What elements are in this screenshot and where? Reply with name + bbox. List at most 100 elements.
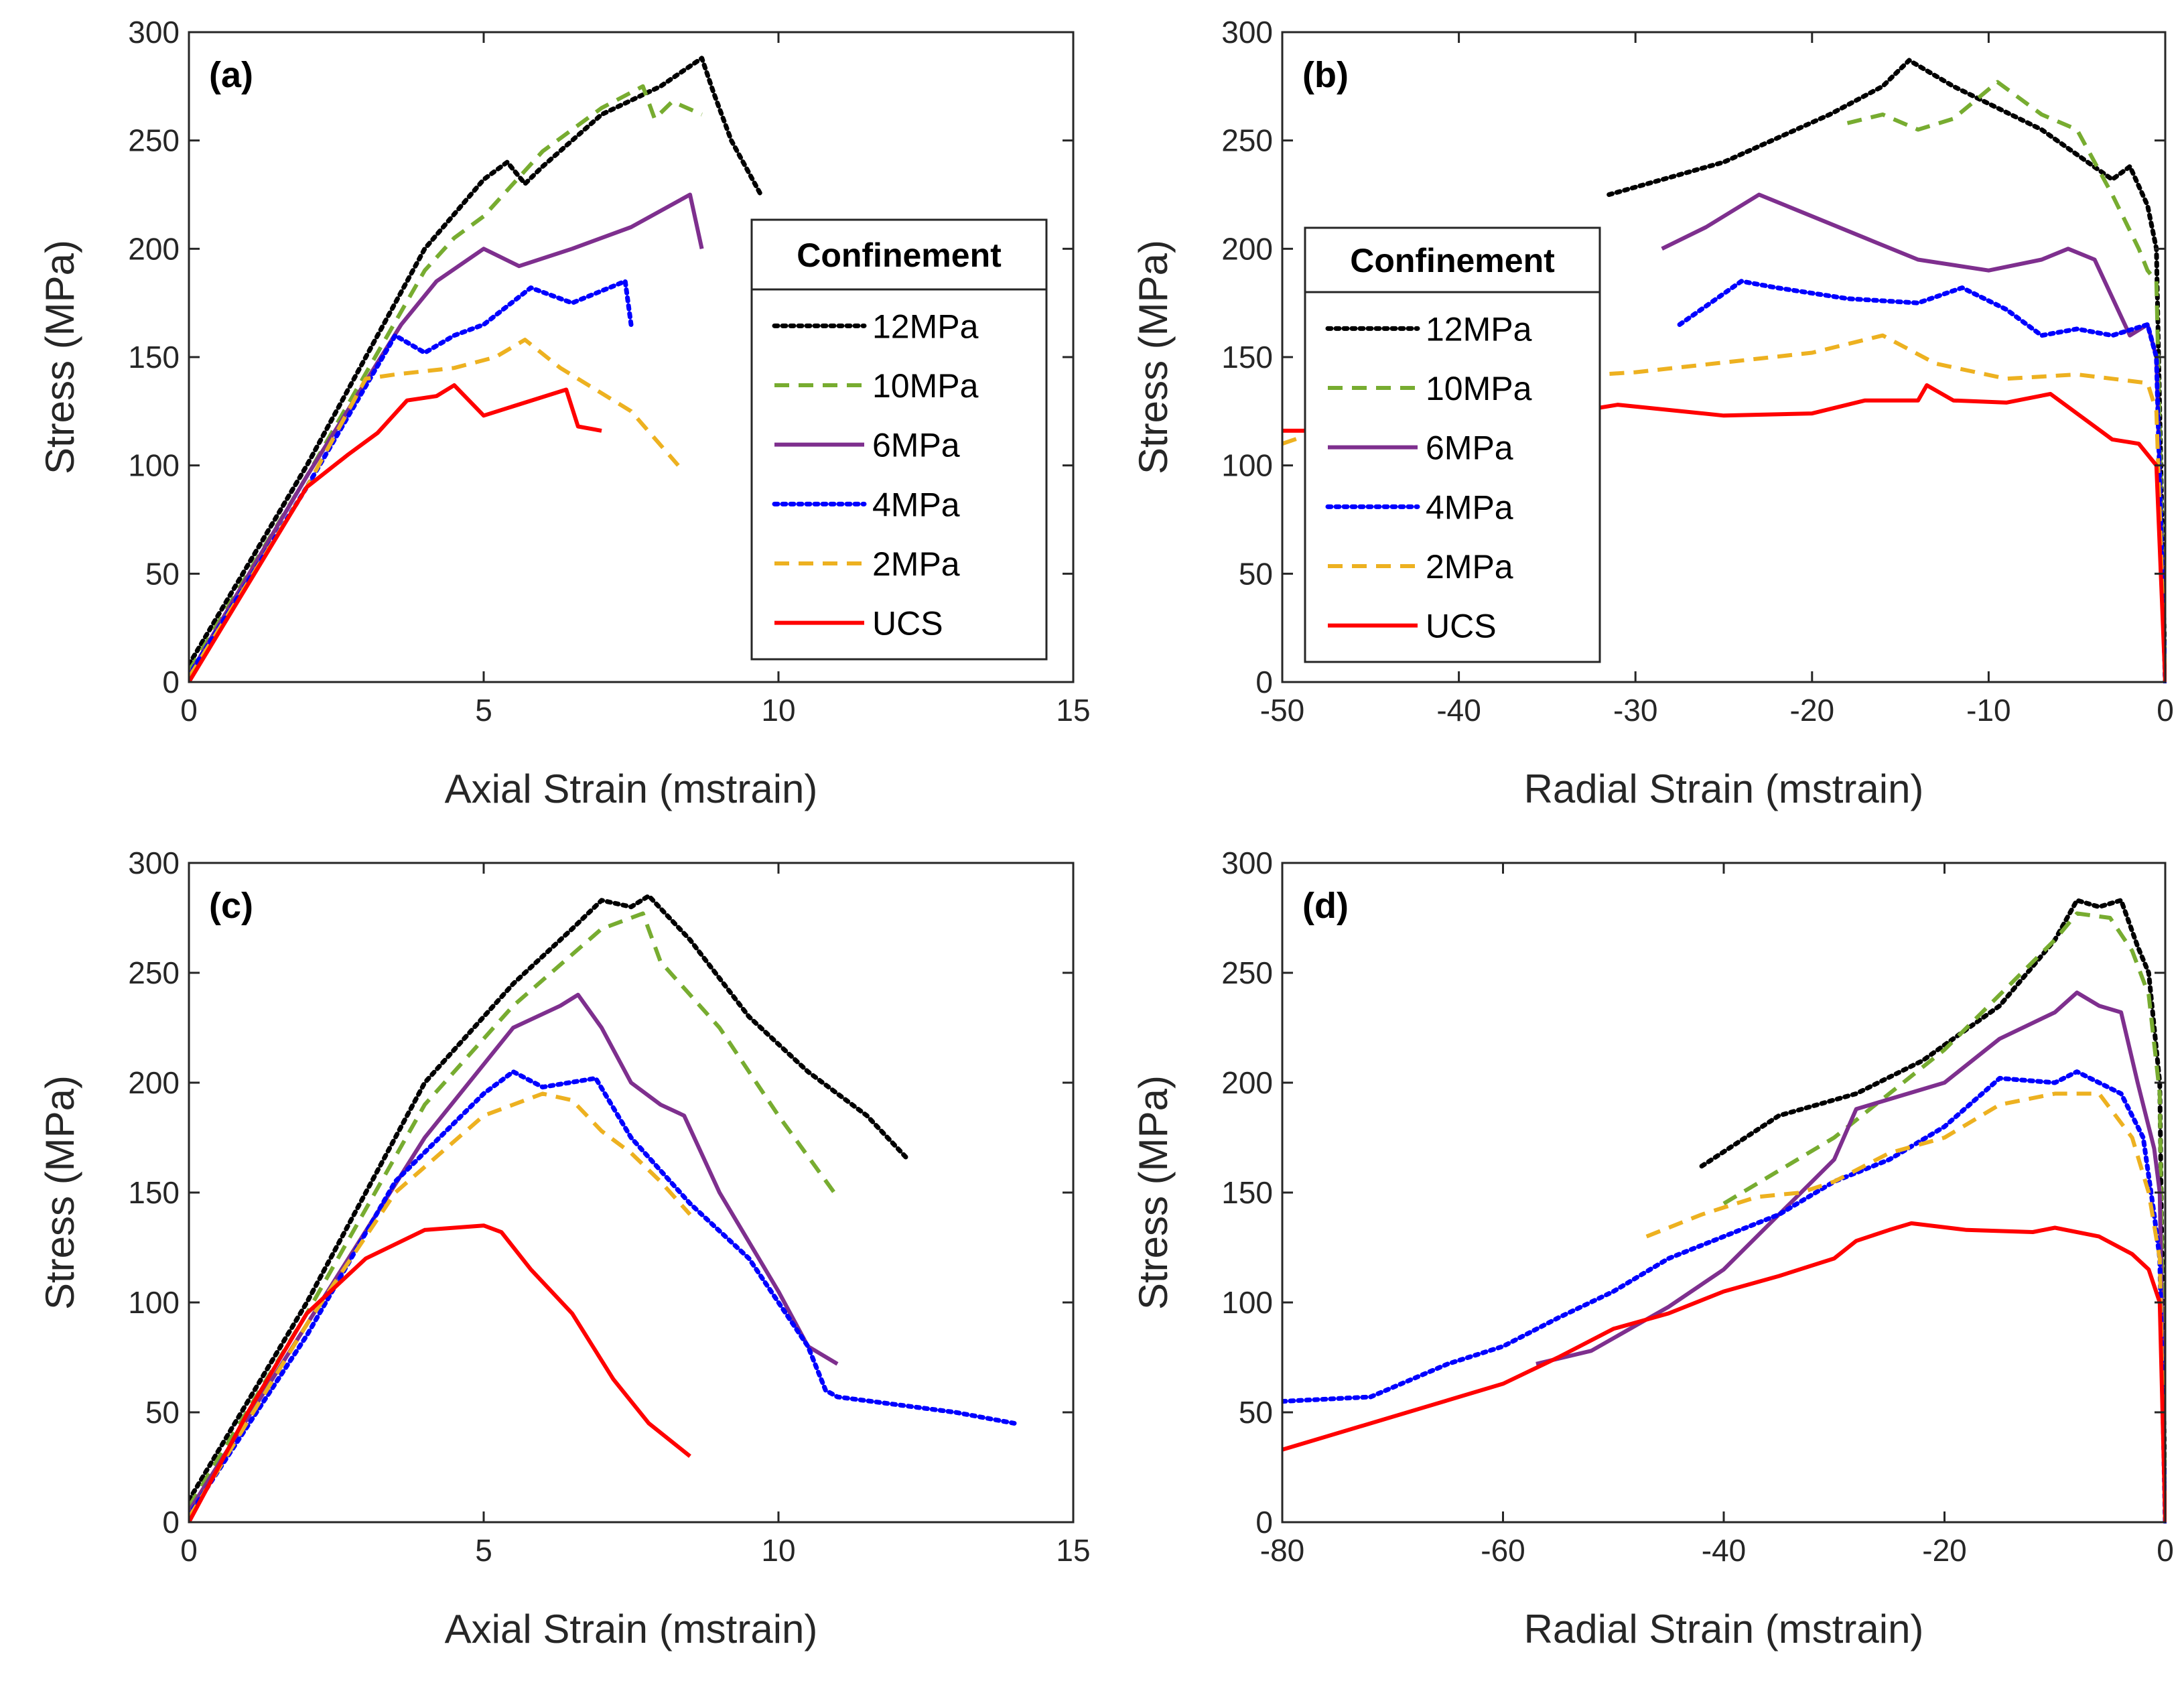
- series-group: [1282, 898, 2167, 1524]
- x-tick-label: 15: [1056, 693, 1090, 728]
- x-tick-label: 5: [475, 1533, 492, 1568]
- y-tick-label: 100: [1221, 1285, 1273, 1320]
- y-tick-label: 50: [1239, 556, 1273, 591]
- legend-entry-2MPa: 2MPa: [872, 545, 960, 583]
- legend-entry-10MPa: 10MPa: [1426, 370, 1532, 407]
- x-tick-label: -60: [1481, 1533, 1525, 1568]
- x-axis-label: Axial Strain (mstrain): [445, 766, 818, 811]
- legend-box: [750, 218, 1048, 661]
- panel-label: (d): [1302, 886, 1349, 926]
- series-line-12MPa: [1607, 58, 2167, 683]
- x-tick-label: 5: [475, 693, 492, 728]
- x-tick-label: 0: [2157, 1533, 2174, 1568]
- y-tick-label: 150: [1221, 1175, 1273, 1210]
- x-tick-label: -40: [1702, 1533, 1746, 1568]
- x-tick-label: -20: [1922, 1533, 1966, 1568]
- legend: Confinement 12MPa 10MPa 6MPa 4MPa 2MPa UCS: [1304, 226, 1601, 663]
- y-tick-label: 200: [1221, 231, 1273, 266]
- series-line-2MPa: [189, 1091, 692, 1519]
- y-tick-label: 250: [128, 123, 180, 158]
- legend-box: [1304, 226, 1601, 663]
- series-line-12MPa: [189, 893, 911, 1503]
- plot-area: [1282, 863, 2165, 1522]
- y-tick-label: 150: [128, 1175, 180, 1210]
- legend-entry-4MPa: 4MPa: [872, 486, 960, 523]
- series-group: [189, 56, 764, 683]
- panel-label: (b): [1302, 55, 1349, 95]
- y-tick-label: 300: [128, 846, 180, 880]
- legend-entry-6MPa: 6MPa: [1426, 429, 1513, 467]
- x-tick-label: -80: [1260, 1533, 1304, 1568]
- series-line-4MPa: [1282, 1069, 2167, 1524]
- series-line-10MPa: [189, 84, 703, 673]
- series-line-2MPa: [1282, 333, 2167, 683]
- y-tick-label: 50: [145, 556, 180, 591]
- y-tick-label: 300: [1221, 15, 1273, 50]
- x-tick-label: 10: [761, 1533, 795, 1568]
- y-tick-label: 150: [1221, 340, 1273, 375]
- y-tick-label: 150: [128, 340, 180, 375]
- y-tick-label: 100: [1221, 448, 1273, 483]
- y-axis-label: Stress (MPa): [38, 240, 82, 474]
- y-tick-label: 50: [145, 1395, 180, 1430]
- legend-entry-12MPa: 12MPa: [872, 308, 979, 345]
- legend-entry-6MPa: 6MPa: [872, 427, 960, 464]
- series-line-4MPa: [189, 279, 634, 678]
- y-tick-label: 250: [1221, 955, 1273, 990]
- x-tick-label: -30: [1613, 693, 1657, 728]
- y-axis-label: Stress (MPa): [1131, 1075, 1176, 1310]
- legend-entry-10MPa: 10MPa: [872, 367, 979, 405]
- x-tick-label: 10: [761, 693, 795, 728]
- legend-entry-12MPa: 12MPa: [1426, 310, 1532, 348]
- legend-entry-4MPa: 4MPa: [1426, 488, 1513, 526]
- y-tick-label: 300: [128, 15, 180, 50]
- series-line-12MPa: [189, 56, 764, 667]
- x-tick-label: 0: [2157, 693, 2174, 728]
- y-tick-label: 50: [1239, 1395, 1273, 1430]
- series-line-6MPa: [1535, 990, 2167, 1523]
- y-tick-label: 250: [1221, 123, 1273, 158]
- y-axis-label: Stress (MPa): [1131, 240, 1176, 474]
- series-group: [189, 893, 1017, 1524]
- y-tick-label: 100: [128, 1285, 180, 1320]
- series-line-UCS: [1282, 1221, 2167, 1523]
- series-line-6MPa: [189, 992, 839, 1513]
- x-tick-label: 15: [1056, 1533, 1090, 1568]
- legend-entry-UCS: UCS: [1426, 608, 1497, 645]
- x-axis-label: Radial Strain (mstrain): [1524, 1607, 1924, 1651]
- series-line-4MPa: [1677, 279, 2167, 683]
- y-tick-label: 0: [1255, 1505, 1273, 1540]
- legend-entry-UCS: UCS: [872, 605, 943, 643]
- y-tick-label: 0: [162, 1505, 180, 1540]
- y-tick-label: 0: [162, 665, 180, 699]
- series-line-UCS: [189, 1223, 691, 1524]
- x-tick-label: -50: [1260, 693, 1304, 728]
- x-tick-label: -10: [1966, 693, 2010, 728]
- series-line-10MPa: [1846, 80, 2167, 683]
- y-tick-label: 300: [1221, 846, 1273, 880]
- y-tick-label: 200: [128, 1065, 180, 1100]
- series-line-UCS: [189, 383, 602, 683]
- series-group: [1282, 58, 2167, 683]
- series-line-10MPa: [189, 911, 839, 1508]
- panel-label: (a): [209, 55, 253, 95]
- y-tick-label: 0: [1255, 665, 1273, 699]
- series-line-12MPa: [1699, 898, 2167, 1524]
- chart-panel-4: -80 -60 -40 -20 0 0 50 100 150 200 250 300 Radial St…: [1131, 846, 2174, 1651]
- panel-label: (c): [209, 886, 253, 926]
- legend: Confinement 12MPa 10MPa 6MPa 4MPa 2MPa UCS: [750, 218, 1048, 661]
- series-line-UCS: [1282, 383, 2167, 683]
- series-line-10MPa: [1722, 911, 2167, 1523]
- plot-area: [189, 863, 1073, 1522]
- x-axis-label: Axial Strain (mstrain): [445, 1607, 818, 1651]
- x-tick-label: 0: [180, 1533, 198, 1568]
- legend-title: Confinement: [1350, 242, 1555, 279]
- x-axis-label: Radial Strain (mstrain): [1524, 766, 1924, 811]
- series-line-4MPa: [189, 1069, 1017, 1518]
- chart-panel-2: -50 -40 -30 -20 -10 0 0 50 100 150 200 250 300 Radial…: [1131, 15, 2174, 811]
- series-line-2MPa: [1645, 1091, 2167, 1523]
- y-tick-label: 100: [128, 448, 180, 483]
